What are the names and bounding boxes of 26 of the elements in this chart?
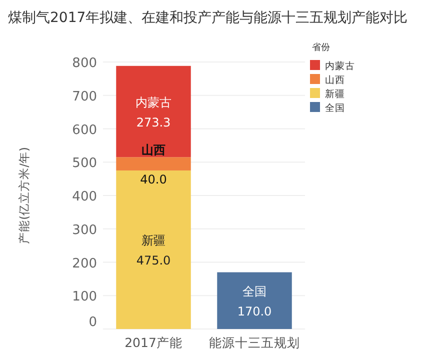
data-label: 475.0	[136, 254, 171, 268]
legend-label: 全国	[325, 102, 345, 114]
y-axis-title: 产能(亿立方米/年)	[17, 147, 31, 244]
legend-label: 内蒙古	[325, 60, 355, 72]
y-tick-label: 500	[72, 156, 97, 172]
y-tick-label: 0	[88, 315, 97, 330]
y-tick-label: 200	[72, 256, 97, 272]
chart-title: 煤制气2017年拟建、在建和投产产能与能源十三五规划产能对比	[8, 10, 408, 26]
data-label: 273.3	[136, 116, 171, 130]
legend-title: 省份	[312, 42, 330, 53]
text: 全国	[242, 284, 266, 299]
legend-label: 新疆	[325, 88, 345, 100]
data-label: 40.0	[140, 172, 167, 186]
x-tick-label: 2017产能	[124, 335, 182, 350]
text: 新疆	[142, 234, 166, 248]
text: 山西	[142, 143, 166, 158]
data-label: 170.0	[237, 304, 272, 319]
y-tick-label: 100	[72, 290, 97, 305]
y-tick-label: 600	[72, 122, 97, 138]
y-tick-label: 800	[72, 56, 97, 71]
y-tick-label: 300	[72, 222, 97, 238]
legend-label: 山西	[325, 74, 345, 86]
y-tick-label: 400	[72, 190, 97, 204]
y-tick-label: 700	[72, 89, 97, 104]
text: 内蒙古	[136, 96, 172, 110]
x-tick-label: 能源十三五规划	[209, 335, 300, 350]
